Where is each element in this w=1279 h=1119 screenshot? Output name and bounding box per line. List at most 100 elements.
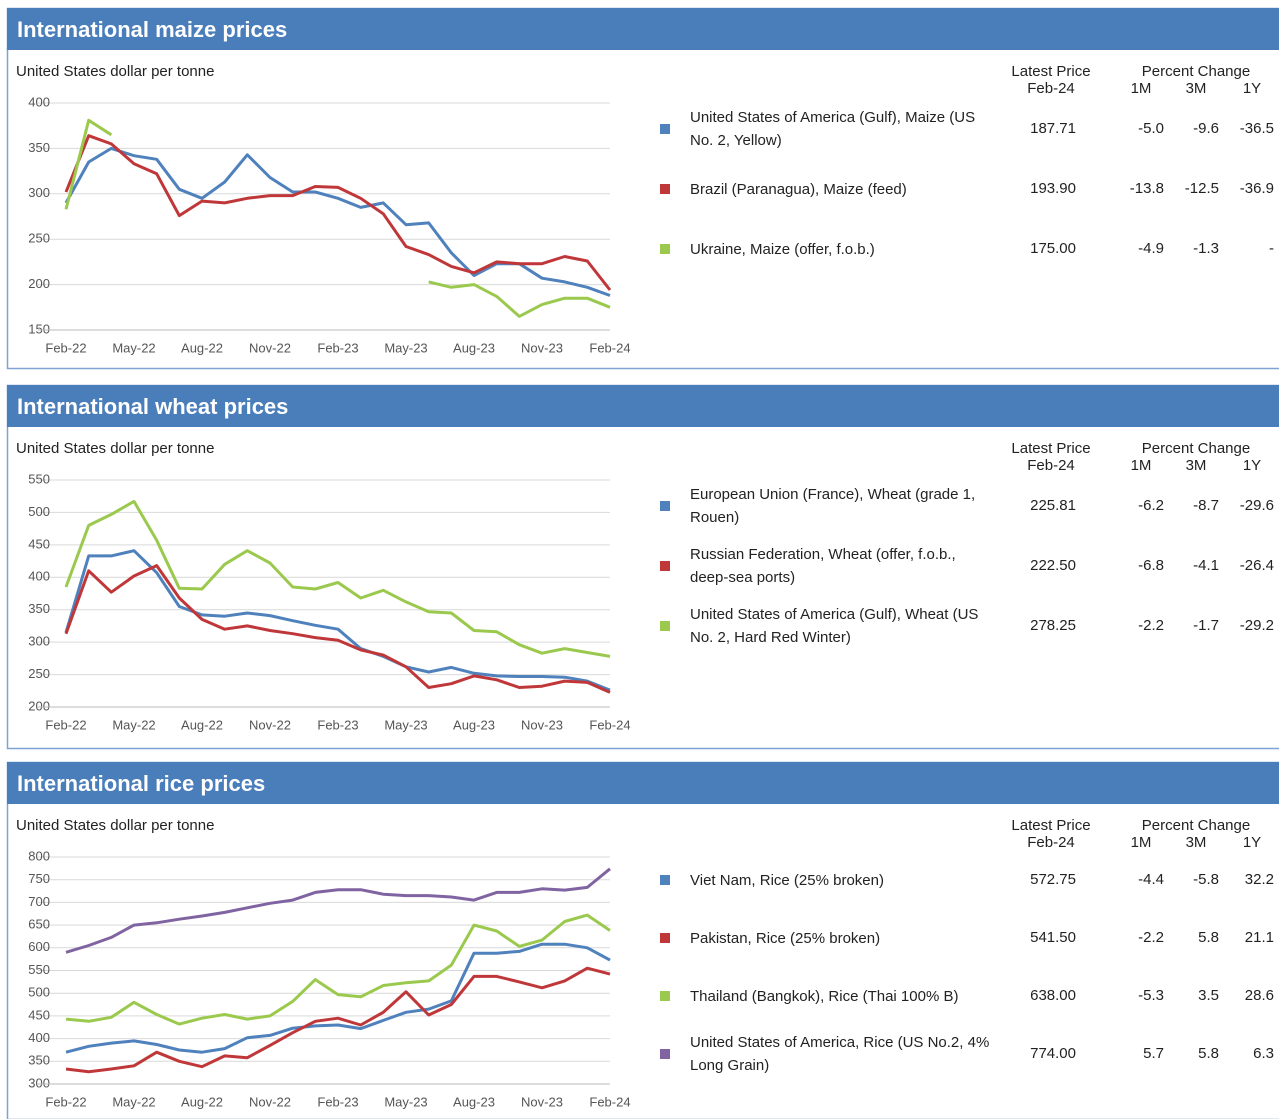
period-header: 3M [1186, 834, 1207, 851]
percent-change: -13.8 [1130, 180, 1164, 197]
legend-name: Viet Nam, Rice (25% broken) [690, 871, 884, 889]
y-tick-label: 150 [28, 321, 50, 336]
percent-change: 21.1 [1245, 929, 1274, 946]
legend-name: Thailand (Bangkok), Rice (Thai 100% B) [690, 987, 959, 1005]
percent-change: -2.2 [1138, 617, 1164, 634]
y-tick-label: 300 [28, 634, 50, 649]
x-tick-label: Feb-22 [45, 340, 86, 355]
percent-change: 28.6 [1245, 987, 1274, 1004]
legend-name-wrap: United States of America (Gulf), Wheat (… [690, 602, 995, 650]
legend-name-wrap: Brazil (Paranagua), Maize (feed) [690, 165, 995, 213]
percent-change: -36.9 [1240, 180, 1274, 197]
legend-name-wrap: Viet Nam, Rice (25% broken) [690, 856, 995, 904]
percent-change: -4.4 [1138, 871, 1164, 888]
y-tick-label: 400 [28, 94, 50, 109]
x-tick-label: Nov-23 [521, 1094, 563, 1109]
legend-name-box: United States of America, Rice (US No.2,… [690, 1034, 990, 1074]
series-line [64, 118, 611, 318]
latest-price: 572.75 [1030, 871, 1076, 888]
percent-change: -1.3 [1193, 240, 1219, 257]
percent-change: - [1269, 240, 1274, 257]
legend-name: United States of America (Gulf), Maize (… [690, 109, 976, 149]
legend-swatch [660, 991, 670, 1001]
latest-price: 175.00 [1030, 240, 1076, 257]
x-tick-label: May-23 [384, 717, 427, 732]
panel-title: International rice prices [17, 771, 265, 796]
percent-change: -6.8 [1138, 557, 1164, 574]
x-tick-label: May-22 [112, 1094, 155, 1109]
percent-change: -2.2 [1138, 929, 1164, 946]
legend-swatch [660, 244, 670, 254]
y-tick-label: 350 [28, 1053, 50, 1068]
y-tick-label: 250 [28, 231, 50, 246]
y-axis-label: United States dollar per tonne [16, 440, 214, 457]
x-tick-label: Aug-23 [453, 1094, 495, 1109]
y-axis-label: United States dollar per tonne [16, 817, 214, 834]
y-tick-label: 650 [28, 917, 50, 932]
latest-price: 774.00 [1030, 1045, 1076, 1062]
x-tick-label: May-23 [384, 340, 427, 355]
y-tick-label: 450 [28, 536, 50, 551]
percent-change: -5.8 [1193, 871, 1219, 888]
x-tick-label: Nov-23 [521, 340, 563, 355]
y-tick-label: 350 [28, 140, 50, 155]
latest-price: 278.25 [1030, 617, 1076, 634]
x-tick-label: Nov-22 [249, 717, 291, 732]
period-header: 3M [1186, 457, 1207, 474]
latest-price: 638.00 [1030, 987, 1076, 1004]
x-tick-label: Feb-24 [589, 717, 630, 732]
y-tick-label: 300 [28, 185, 50, 200]
series-line [65, 867, 611, 954]
latest-price: 541.50 [1030, 929, 1076, 946]
change-header: Percent Change [1142, 817, 1250, 834]
period-header: 1M [1131, 457, 1152, 474]
percent-change: -12.5 [1185, 180, 1219, 197]
x-tick-label: Nov-22 [249, 1094, 291, 1109]
x-tick-label: Aug-22 [181, 1094, 223, 1109]
period-header: 3M [1186, 80, 1207, 97]
legend-name: European Union (France), Wheat (grade 1,… [690, 486, 976, 526]
legend-name: United States of America, Rice (US No.2,… [690, 1034, 990, 1074]
legend-swatch [660, 184, 670, 194]
percent-change: -36.5 [1240, 120, 1274, 137]
percent-change: -1.7 [1193, 617, 1219, 634]
legend-name-wrap: Pakistan, Rice (25% broken) [690, 914, 995, 962]
percent-change: -29.2 [1240, 617, 1274, 634]
legend-name-box: Ukraine, Maize (offer, f.o.b.) [690, 225, 995, 273]
x-tick-label: Aug-22 [181, 340, 223, 355]
series-line [65, 966, 611, 1074]
percent-change: -5.0 [1138, 120, 1164, 137]
change-header: Percent Change [1142, 440, 1250, 457]
legend-name-wrap: Ukraine, Maize (offer, f.o.b.) [690, 225, 995, 273]
price-header: Latest Price [1011, 817, 1090, 834]
legend-name: Brazil (Paranagua), Maize (feed) [690, 180, 907, 198]
series-line [64, 134, 612, 291]
x-tick-label: Feb-22 [45, 1094, 86, 1109]
y-axis-label: United States dollar per tonne [16, 63, 214, 80]
x-tick-label: Aug-23 [453, 717, 495, 732]
x-tick-label: Aug-22 [181, 717, 223, 732]
panel-header [7, 385, 1279, 427]
percent-change: -6.2 [1138, 497, 1164, 514]
legend-swatch [660, 561, 670, 571]
legend-swatch [660, 1049, 670, 1059]
percent-change: -4.9 [1138, 240, 1164, 257]
series-line [64, 564, 611, 694]
legend-swatch [660, 124, 670, 134]
series-line [65, 913, 611, 1026]
percent-change: -5.3 [1138, 987, 1164, 1004]
percent-change: 5.8 [1198, 1045, 1219, 1062]
percent-change: 5.7 [1143, 1045, 1164, 1062]
panel-header [7, 8, 1279, 50]
legend-name-box: Russian Federation, Wheat (offer, f.o.b.… [690, 546, 956, 586]
price-date: Feb-24 [1027, 80, 1075, 97]
panel-title: International wheat prices [17, 394, 288, 419]
series-line [64, 499, 611, 658]
legend-name-box: European Union (France), Wheat (grade 1,… [690, 486, 976, 526]
y-tick-label: 800 [28, 848, 50, 863]
legend-name-box: Viet Nam, Rice (25% broken) [690, 856, 995, 904]
y-tick-label: 400 [28, 1030, 50, 1045]
x-tick-label: Feb-23 [317, 1094, 358, 1109]
y-tick-label: 300 [28, 1075, 50, 1090]
